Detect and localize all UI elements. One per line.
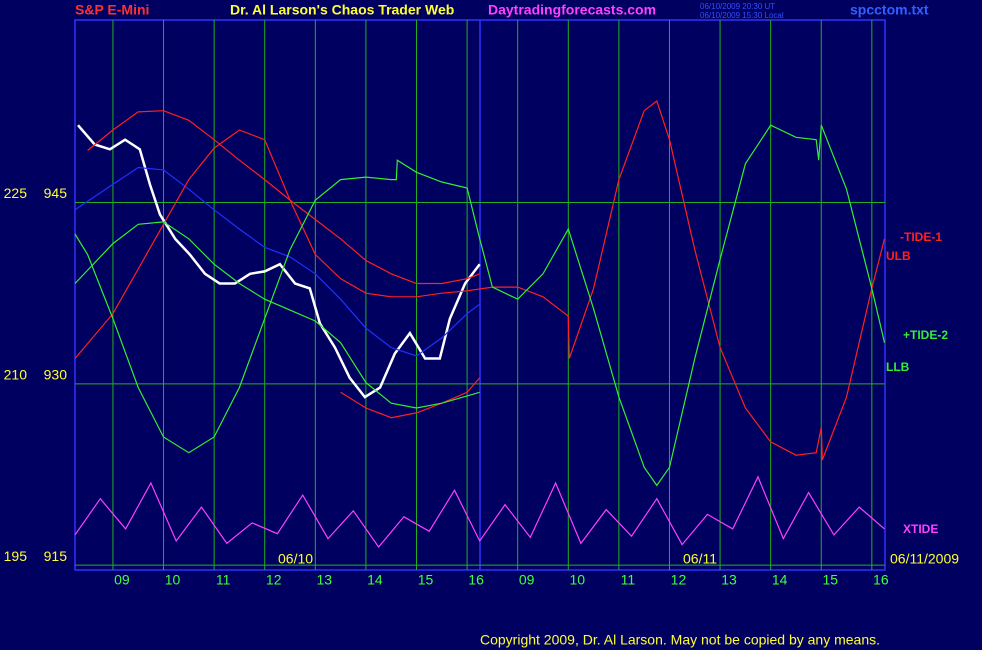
x-tick-label: 15 xyxy=(822,572,838,588)
x-tick-label: 14 xyxy=(772,572,788,588)
x-tick-label: 12 xyxy=(671,572,687,588)
x-tick-label: 09 xyxy=(519,572,535,588)
x-tick-label: 14 xyxy=(367,572,383,588)
copyright: Copyright 2009, Dr. Al Larson. May not b… xyxy=(480,632,880,648)
y-tick-label: 930 xyxy=(44,367,68,383)
timestamp: 06/10/2009 20:30 UT xyxy=(700,2,775,11)
x-tick-label: 11 xyxy=(621,572,636,588)
x-tick-label: 15 xyxy=(418,572,434,588)
legend-label: -TIDE-1 xyxy=(900,230,942,244)
x-tick-label: 13 xyxy=(721,572,737,588)
x-tick-label: 11 xyxy=(216,572,231,588)
legend-label: XTIDE xyxy=(903,522,938,536)
file-name: spcctom.txt xyxy=(850,2,929,18)
site: Daytradingforecasts.com xyxy=(488,2,656,18)
symbol: S&P E-Mini xyxy=(75,2,149,18)
date-label: 06/10 xyxy=(278,551,313,567)
x-tick-label: 10 xyxy=(165,572,181,588)
y2-tick-label: 225 xyxy=(4,185,28,201)
date-label: 06/11/2009 xyxy=(890,551,959,567)
legend-label: LLB xyxy=(886,360,910,374)
timestamp: 06/10/2009 15:30 Local xyxy=(700,11,784,20)
y2-tick-label: 210 xyxy=(4,367,28,383)
series-line xyxy=(74,475,885,548)
series-line xyxy=(74,100,886,461)
y2-tick-label: 195 xyxy=(4,548,28,564)
x-tick-label: 13 xyxy=(317,572,333,588)
x-tick-label: 12 xyxy=(266,572,282,588)
series-line xyxy=(77,124,481,399)
y-tick-label: 945 xyxy=(44,185,68,201)
x-tick-label: 10 xyxy=(569,572,585,588)
series-line xyxy=(340,377,481,419)
series-line xyxy=(74,166,481,357)
series-line xyxy=(74,124,886,487)
x-tick-label: 16 xyxy=(468,572,484,588)
series-line xyxy=(74,221,480,409)
date-label: 06/11 xyxy=(683,551,717,567)
y-tick-label: 915 xyxy=(44,548,68,564)
series-line xyxy=(87,110,480,285)
legend-label: +TIDE-2 xyxy=(903,328,948,342)
x-tick-label: 09 xyxy=(114,572,130,588)
legend-label: ULB xyxy=(886,249,911,263)
chart-title: Dr. Al Larson's Chaos Trader Web xyxy=(230,2,454,18)
x-tick-label: 16 xyxy=(873,572,889,588)
